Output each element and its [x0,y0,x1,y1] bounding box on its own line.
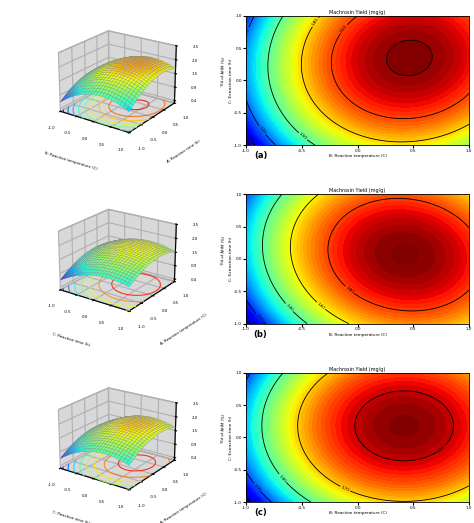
Text: 1.40: 1.40 [278,474,287,483]
Text: 2.00: 2.00 [437,445,446,453]
Text: 1.10: 1.10 [255,313,264,322]
Y-axis label: C: Extraction time (h): C: Extraction time (h) [228,415,233,460]
Text: 2.00: 2.00 [339,24,348,34]
Y-axis label: A: Reaction temperature (C): A: Reaction temperature (C) [160,492,208,523]
Text: 1.00: 1.00 [245,133,253,142]
Text: 1.40: 1.40 [285,303,294,312]
Text: 1.80: 1.80 [345,286,354,294]
Text: (a): (a) [254,151,267,161]
Text: 1.60: 1.60 [316,301,326,310]
Text: 1.70: 1.70 [340,485,350,493]
Y-axis label: C: Extraction time (h): C: Extraction time (h) [228,237,233,281]
Text: 1.10: 1.10 [253,483,262,492]
Text: 1.20: 1.20 [258,126,267,135]
X-axis label: B: Reaction temperature (C): B: Reaction temperature (C) [328,511,387,515]
Text: (b): (b) [254,330,267,339]
Y-axis label: C: Extraction time (h): C: Extraction time (h) [228,58,233,103]
Title: Machrosin Yield (mg/g): Machrosin Yield (mg/g) [329,367,386,372]
X-axis label: B: Reaction temperature (C): B: Reaction temperature (C) [328,154,387,158]
X-axis label: C: Reaction time (h): C: Reaction time (h) [52,510,91,523]
Text: 1.80: 1.80 [311,17,319,27]
Y-axis label: A: Reaction temperature (C): A: Reaction temperature (C) [160,313,208,346]
Title: Machrosin Yield (mg/g): Machrosin Yield (mg/g) [329,188,386,193]
Text: 2.20: 2.20 [390,41,399,50]
Text: (c): (c) [254,508,267,517]
X-axis label: B: Reaction temperature (C): B: Reaction temperature (C) [44,151,98,171]
Y-axis label: A: Reaction time (h): A: Reaction time (h) [166,139,201,164]
Text: 1.50: 1.50 [298,132,308,141]
Text: 1.20: 1.20 [244,28,250,38]
X-axis label: C: Reaction time (h): C: Reaction time (h) [52,332,91,347]
Title: Machrosin Yield (mg/g): Machrosin Yield (mg/g) [329,9,386,15]
X-axis label: B: Reaction temperature (C): B: Reaction temperature (C) [328,333,387,337]
